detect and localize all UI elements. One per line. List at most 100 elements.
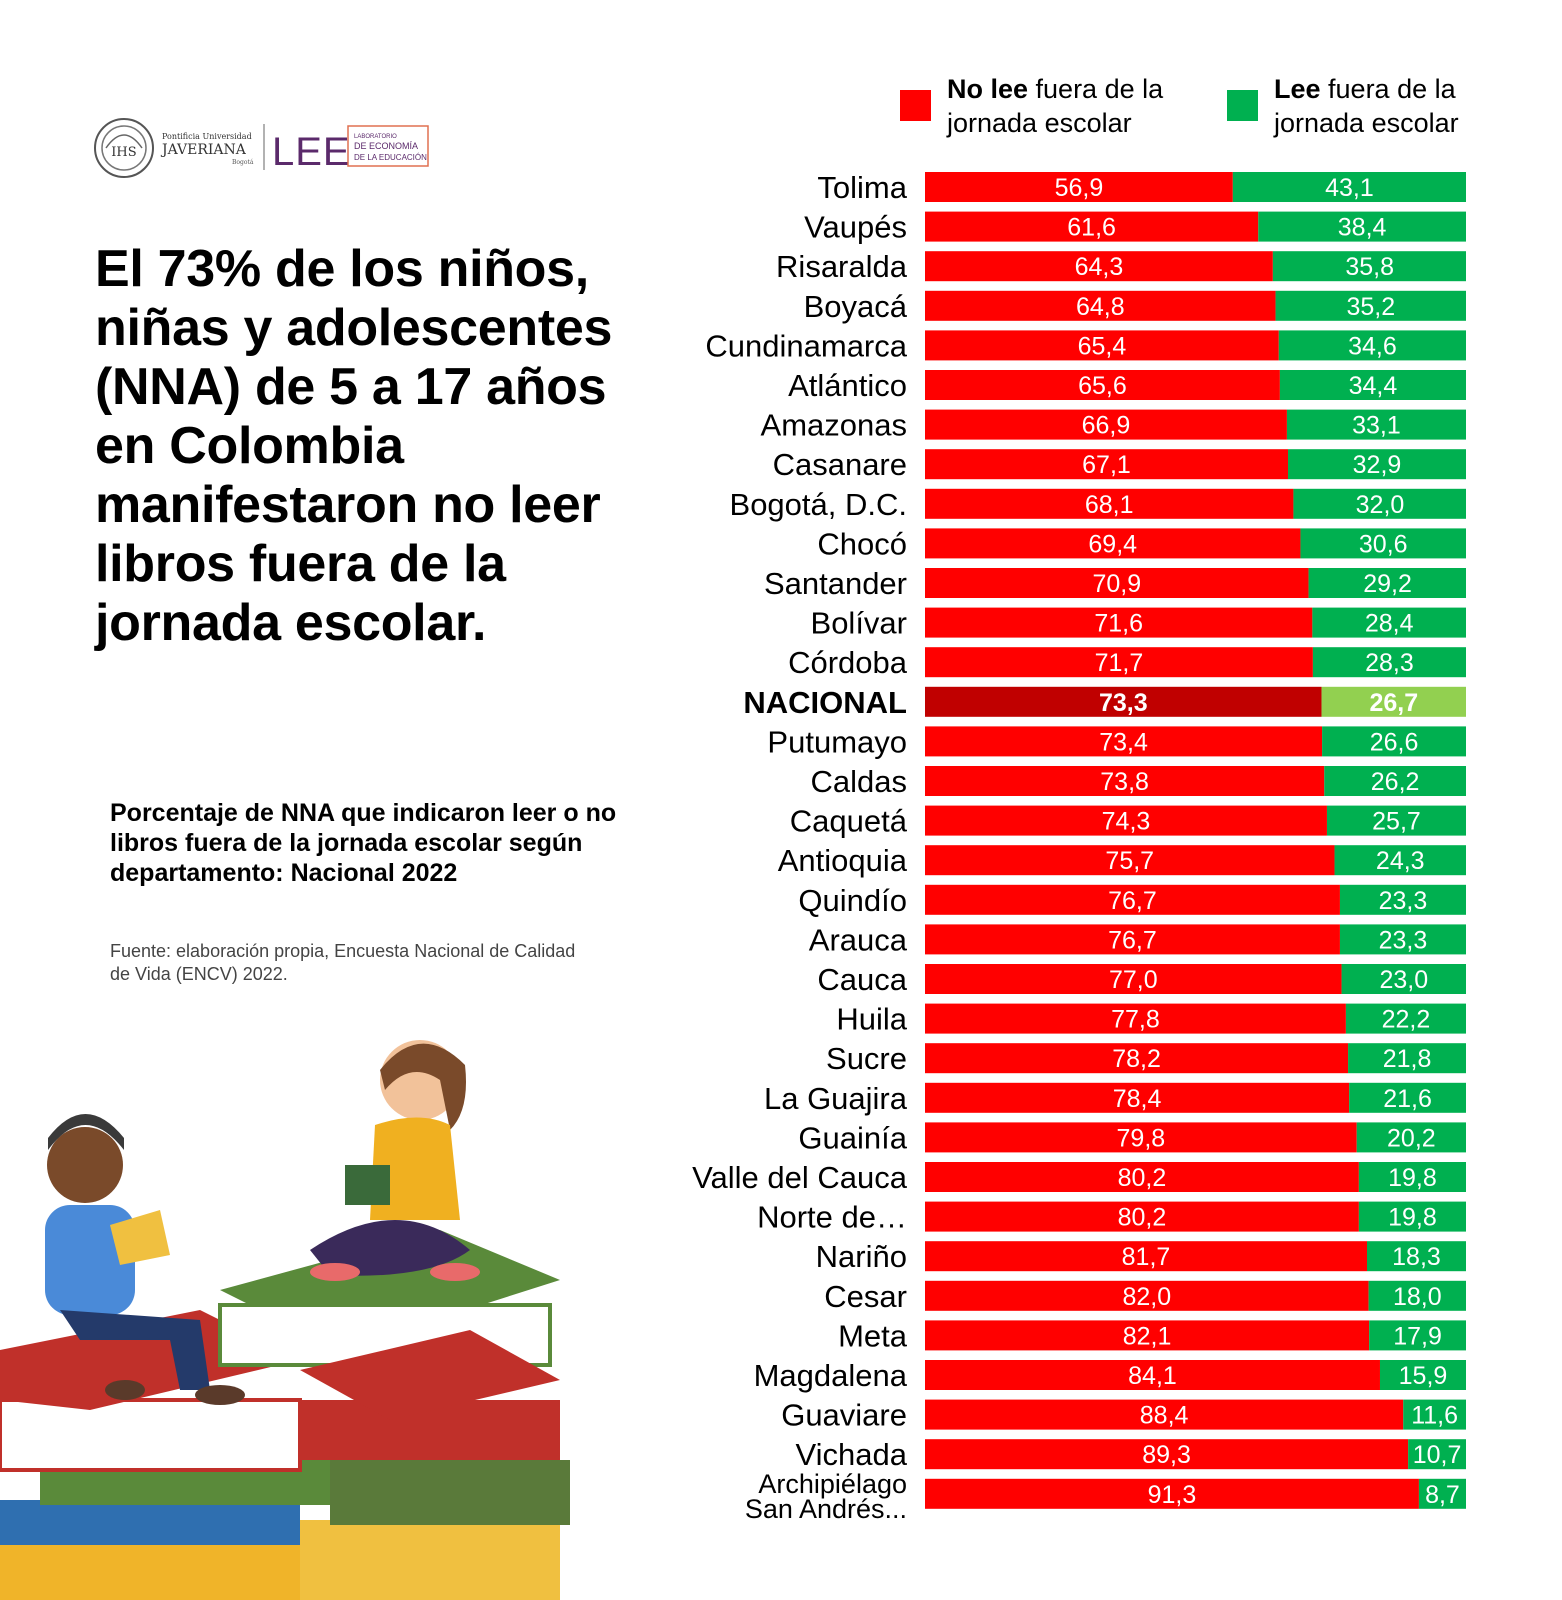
bar-no-lee-antioquia (925, 845, 1335, 876)
chart-subtitle: Porcentaje de NNA que indicaron leer o n… (110, 799, 617, 887)
bar-lee-bogota-d-c (1293, 488, 1466, 519)
data-label-no-lee-boyaca: 64,8 (1076, 293, 1125, 321)
category-label-arauca: Arauca (809, 922, 908, 957)
category-label-cesar: Cesar (824, 1279, 907, 1314)
category-label-amazonas: Amazonas (761, 408, 907, 443)
category-label-choco: Chocó (817, 526, 907, 561)
data-label-lee-guaviare: 11,6 (1411, 1402, 1458, 1430)
data-label-lee-cesar: 18,0 (1393, 1283, 1442, 1311)
data-label-lee-huila: 22,2 (1382, 1006, 1431, 1034)
bar-no-lee-cesar (925, 1280, 1369, 1311)
data-label-lee-antioquia: 24,3 (1376, 847, 1425, 875)
bar-lee-la-guajira (1349, 1082, 1466, 1113)
bar-lee-guaviare (1403, 1399, 1466, 1430)
bar-lee-caqueta (1326, 805, 1466, 836)
bar-no-lee-arauca (925, 924, 1340, 955)
data-label-no-lee-narino: 81,7 (1122, 1243, 1171, 1271)
bar-no-lee-casanare (925, 449, 1289, 480)
category-label-bogota-d-c: Bogotá, D.C. (730, 487, 907, 522)
category-label-vichada: Vichada (796, 1437, 908, 1472)
data-label-no-lee-caqueta: 74,3 (1102, 808, 1151, 836)
data-label-no-lee-guaviare: 88,4 (1140, 1402, 1189, 1430)
data-label-lee-quindio: 23,3 (1379, 887, 1428, 915)
bar-no-lee-putumayo (925, 726, 1323, 757)
bar-no-lee-vichada (925, 1439, 1409, 1470)
bar-no-lee-guaviare (925, 1399, 1404, 1430)
data-label-lee-amazonas: 33,1 (1352, 412, 1401, 440)
data-label-lee-santander: 29,2 (1363, 570, 1412, 598)
data-label-no-lee-cesar: 82,0 (1122, 1283, 1171, 1311)
data-label-no-lee-santander: 70,9 (1092, 570, 1141, 598)
data-label-lee-tolima: 43,1 (1325, 174, 1374, 202)
bar-lee-putumayo (1322, 726, 1466, 757)
data-label-lee-vichada: 10,7 (1413, 1441, 1462, 1469)
boy-reading-icon (45, 1114, 245, 1405)
data-label-no-lee-caldas: 73,8 (1100, 768, 1149, 796)
data-label-no-lee-cordoba: 71,7 (1095, 649, 1144, 677)
data-label-no-lee-putumayo: 73,4 (1099, 728, 1148, 756)
legend-lee-rest: fuera de la jornada escolar (1274, 74, 1459, 138)
data-label-no-lee-la-guajira: 78,4 (1113, 1085, 1162, 1113)
legend-label-no-lee: No lee fuera de la jornada escolar (947, 72, 1207, 140)
bar-no-lee-boyaca (925, 290, 1276, 321)
legend-swatch-no-lee (900, 90, 931, 121)
lee-logo-text: LEE (272, 130, 351, 174)
data-label-no-lee-vaupes: 61,6 (1067, 214, 1116, 242)
data-label-no-lee-valle-del-cauca: 80,2 (1118, 1164, 1167, 1192)
category-label-santander: Santander (764, 566, 907, 601)
bar-lee-meta (1369, 1320, 1466, 1351)
bar-no-lee-bolivar (925, 607, 1313, 638)
category-label-cauca: Cauca (817, 962, 907, 997)
data-label-lee-nacional: 26,7 (1369, 689, 1418, 717)
data-label-no-lee-amazonas: 66,9 (1082, 412, 1131, 440)
bar-lee-huila (1345, 1003, 1466, 1034)
data-label-lee-risaralda: 35,8 (1345, 253, 1394, 281)
data-label-lee-caqueta: 25,7 (1372, 808, 1421, 836)
bar-no-lee-archipielago-san-andres (925, 1478, 1419, 1509)
bar-no-lee-amazonas (925, 409, 1287, 440)
data-label-lee-la-guajira: 21,6 (1383, 1085, 1432, 1113)
bar-no-lee-bogota-d-c (925, 488, 1294, 519)
data-label-no-lee-atlantico: 65,6 (1078, 372, 1127, 400)
data-label-lee-bogota-d-c: 32,0 (1356, 491, 1405, 519)
data-label-lee-choco: 30,6 (1359, 530, 1408, 558)
bar-lee-nacional (1321, 686, 1466, 717)
bar-no-lee-risaralda (925, 251, 1273, 282)
logo: IHS Pontificia Universidad JAVERIANA Bog… (94, 118, 429, 178)
bar-lee-vichada (1408, 1439, 1466, 1470)
data-label-no-lee-bogota-d-c: 68,1 (1085, 491, 1134, 519)
bar-no-lee-la-guajira (925, 1082, 1350, 1113)
data-label-no-lee-guainia: 79,8 (1117, 1124, 1166, 1152)
bar-lee-sucre (1348, 1043, 1466, 1074)
data-label-no-lee-arauca: 76,7 (1108, 926, 1157, 954)
data-label-no-lee-sucre: 78,2 (1112, 1045, 1161, 1073)
legend-no-lee-bold: No lee (947, 74, 1029, 104)
data-label-no-lee-antioquia: 75,7 (1105, 847, 1154, 875)
bar-lee-norte-de (1358, 1201, 1466, 1232)
bar-no-lee-norte-de (925, 1201, 1359, 1232)
category-label-huila: Huila (836, 1002, 907, 1037)
bar-no-lee-choco (925, 528, 1301, 559)
bar-lee-vaupes (1258, 211, 1466, 242)
data-label-no-lee-casanare: 67,1 (1082, 451, 1131, 479)
source-note: Fuente: elaboración propia, Encuesta Nac… (110, 941, 576, 984)
bar-no-lee-meta (925, 1320, 1370, 1351)
data-label-lee-arauca: 23,3 (1379, 926, 1428, 954)
bar-no-lee-cauca (925, 964, 1342, 994)
bar-no-lee-nacional (925, 686, 1322, 717)
category-label-magdalena: Magdalena (754, 1358, 908, 1393)
category-label-vaupes: Vaupés (804, 210, 907, 245)
bar-no-lee-narino (925, 1241, 1367, 1272)
category-label-putumayo: Putumayo (767, 724, 907, 759)
bar-lee-risaralda (1272, 251, 1466, 282)
category-label-nacional: NACIONAL (743, 685, 907, 720)
bar-lee-narino (1366, 1241, 1466, 1272)
category-label-valle-del-cauca: Valle del Cauca (692, 1160, 908, 1195)
bar-no-lee-cordoba (925, 647, 1313, 678)
bar-no-lee-sucre (925, 1043, 1349, 1074)
girl-reading-icon (310, 1040, 480, 1281)
data-label-lee-caldas: 26,2 (1371, 768, 1420, 796)
lab-box (347, 125, 429, 167)
bar-no-lee-atlantico (925, 370, 1280, 400)
